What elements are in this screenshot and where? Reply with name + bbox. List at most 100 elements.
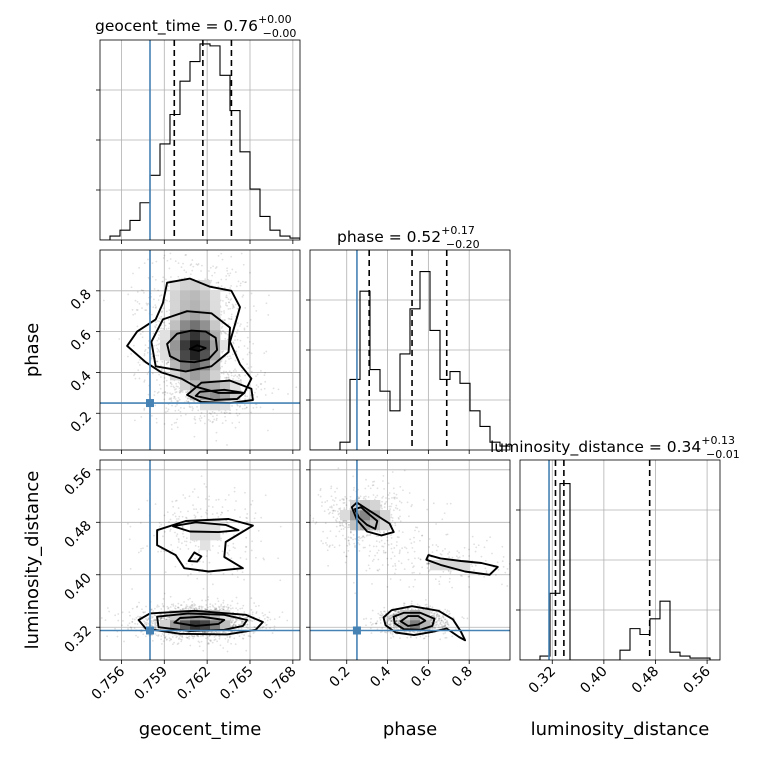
sample-point	[162, 604, 165, 607]
sample-point	[435, 621, 438, 624]
sample-point	[236, 307, 239, 310]
sample-point	[197, 409, 200, 412]
sample-point	[134, 299, 137, 302]
sample-point	[242, 604, 245, 607]
sample-point	[201, 599, 204, 602]
sample-point	[236, 375, 239, 378]
sample-point	[389, 620, 392, 622]
panel-plot-area	[100, 234, 300, 450]
sample-point	[161, 633, 164, 635]
sample-point	[221, 511, 224, 514]
sample-point	[251, 620, 254, 623]
sample-point	[215, 630, 218, 633]
sample-point	[193, 435, 196, 438]
sample-point	[265, 623, 268, 626]
sample-point	[444, 624, 447, 627]
sample-point	[389, 617, 392, 620]
sample-point	[138, 302, 141, 305]
sample-point	[139, 522, 142, 524]
sample-point	[169, 382, 172, 385]
sample-point	[192, 637, 195, 640]
sample-point	[444, 624, 447, 626]
sample-point	[160, 311, 163, 314]
sample-point	[155, 379, 158, 381]
sample-point	[164, 391, 167, 394]
sample-point	[390, 637, 392, 639]
sample-point	[136, 325, 139, 328]
sample-point	[224, 304, 227, 306]
sample-point	[252, 406, 255, 409]
sample-point	[385, 631, 388, 634]
sample-point	[106, 635, 109, 638]
density-cell	[220, 620, 231, 631]
sample-point	[410, 608, 413, 610]
sample-point	[239, 379, 242, 381]
sample-point	[223, 605, 226, 608]
sample-point	[358, 497, 361, 499]
sample-point	[229, 607, 232, 610]
sample-point	[441, 626, 444, 629]
sample-point	[342, 520, 344, 522]
sample-point	[235, 412, 238, 415]
sample-point	[180, 390, 182, 393]
sample-point	[442, 616, 445, 619]
sample-point	[151, 616, 153, 619]
sample-point	[234, 359, 237, 362]
x-tick-label: 0.768	[260, 664, 300, 704]
sample-point	[196, 406, 198, 408]
sample-point	[233, 234, 235, 236]
sample-point	[170, 383, 173, 386]
sample-point	[192, 399, 195, 402]
sample-point	[259, 627, 261, 630]
sample-point	[395, 619, 398, 622]
sample-point	[177, 385, 179, 388]
sample-point	[395, 620, 398, 622]
sample-point	[198, 607, 201, 610]
sample-point	[184, 607, 186, 610]
contour-line	[173, 615, 226, 627]
sample-point	[136, 309, 139, 311]
sample-point	[140, 550, 142, 552]
sample-point	[345, 504, 348, 507]
sample-point	[247, 627, 249, 630]
sample-point	[222, 299, 224, 302]
sample-point	[362, 535, 364, 537]
sample-point	[416, 630, 419, 633]
sample-point	[281, 611, 284, 614]
sample-point	[156, 360, 159, 363]
sample-point	[163, 514, 166, 517]
sample-point	[190, 604, 193, 607]
density-cell	[200, 400, 211, 411]
sample-point	[220, 331, 223, 334]
sample-point	[171, 500, 174, 503]
sample-point	[184, 606, 187, 609]
sample-point	[128, 622, 131, 625]
sample-point	[442, 616, 445, 619]
sample-point	[153, 614, 156, 617]
sample-point	[160, 635, 163, 638]
sample-point	[170, 603, 173, 606]
sample-point	[146, 373, 149, 375]
sample-point	[140, 416, 143, 418]
sample-point	[264, 371, 266, 374]
sample-point	[164, 278, 167, 281]
density-cell	[170, 620, 181, 631]
density-cell	[210, 330, 221, 341]
density-cell	[210, 340, 221, 351]
sample-point	[266, 619, 269, 622]
sample-point	[227, 317, 230, 320]
sample-point	[388, 623, 390, 626]
sample-point	[415, 632, 417, 635]
sample-point	[178, 515, 181, 518]
sample-point	[210, 413, 212, 415]
sample-point	[397, 619, 400, 622]
sample-point	[200, 475, 203, 478]
sample-point	[253, 625, 256, 628]
sample-point	[154, 326, 157, 329]
sample-point	[186, 605, 189, 608]
density-cell	[200, 370, 211, 381]
sample-point	[445, 636, 448, 639]
sample-point	[392, 613, 395, 615]
sample-point	[448, 613, 450, 616]
